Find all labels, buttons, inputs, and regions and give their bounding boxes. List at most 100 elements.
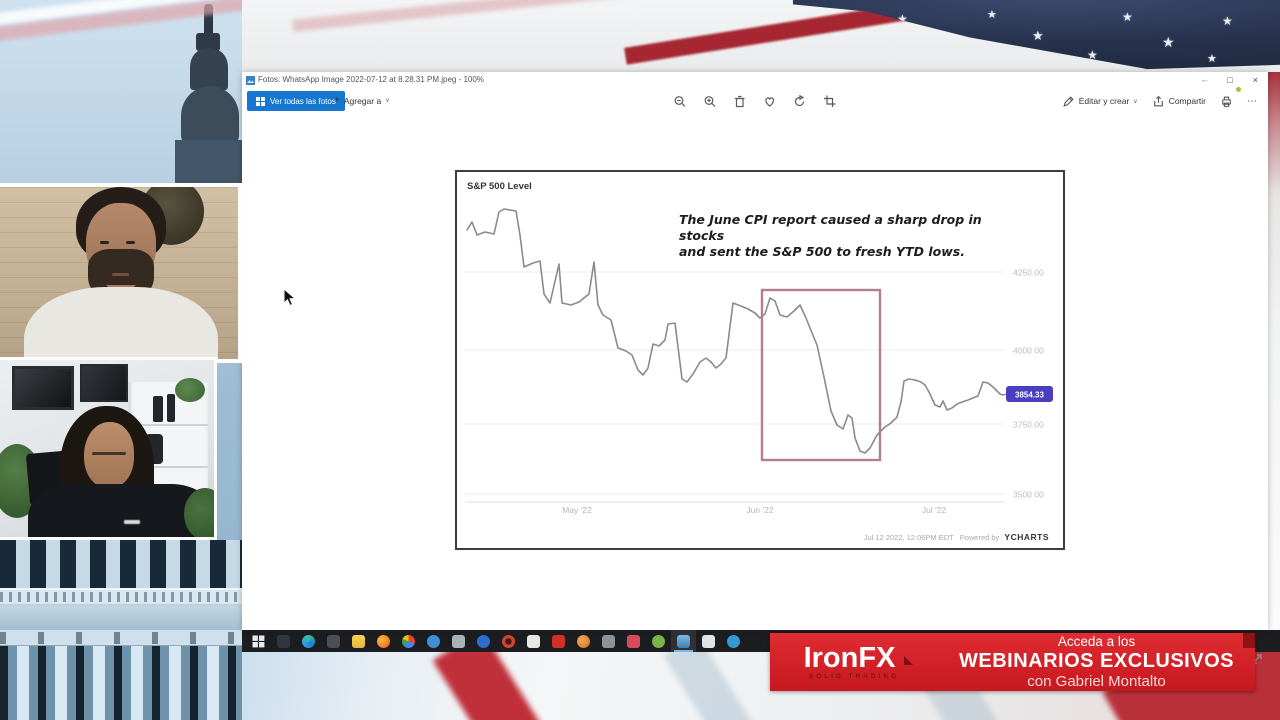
flag-top-background: ★ ★ ★ ★ ★ ★ ★ ★ ★ ★ [242, 0, 1280, 72]
taskbar-utility-app[interactable] [596, 630, 621, 652]
delete-icon[interactable] [734, 95, 747, 113]
acrobat-icon [552, 634, 565, 648]
maximize-button[interactable]: □ [1227, 75, 1233, 85]
image-tools-group [674, 95, 837, 113]
flag-star-field: ★ ★ ★ ★ ★ ★ ★ ★ ★ ★ [792, 0, 1280, 70]
skype-icon [427, 634, 440, 648]
flag-star: ★ [987, 9, 997, 21]
taskbar-telegram[interactable] [721, 630, 746, 652]
y-tick-label: 4000.00 [1013, 346, 1044, 356]
add-to-button[interactable]: + Agregar a ∨ [334, 95, 390, 106]
terminal-icon [277, 634, 290, 648]
chart-credit: Powered by [959, 533, 1000, 542]
taskbar-photos[interactable] [671, 630, 696, 652]
zoom-in-icon[interactable] [704, 95, 717, 113]
ironfx-banner: IronFX SOLID TRADING Acceda a los WEBINA… [770, 633, 1255, 691]
flag-star: ★ [1122, 10, 1133, 24]
speaker-bottom-shirt [28, 484, 214, 537]
taskbar-blue-app[interactable] [471, 630, 496, 652]
firefox-icon [377, 634, 390, 648]
annotation-line-1: The June CPI report caused a sharp drop … [679, 212, 982, 243]
speaker-bottom-face [84, 422, 134, 488]
taskbar-app-dark[interactable] [321, 630, 346, 652]
view-all-photos-label: Ver todas las fotos [270, 96, 336, 106]
pencil-icon [1063, 95, 1074, 107]
flag-star: ★ [1032, 28, 1044, 43]
capitol-windows [0, 540, 242, 588]
y-tick-label: 3750.00 [1013, 420, 1044, 430]
capitol-dome-tholos [190, 48, 228, 90]
flag-star: ★ [1162, 34, 1175, 50]
chart-timestamp: Jul 12 2022, 12:06PM EDT [863, 533, 954, 542]
picture-frame [80, 364, 128, 402]
chart-annotation: The June CPI report caused a sharp drop … [679, 212, 1009, 260]
taskbar-start[interactable] [246, 630, 271, 652]
taskbar-opera[interactable] [496, 630, 521, 652]
edit-create-button[interactable]: Editar y crear ∨ [1062, 95, 1138, 108]
taskbar-document-app[interactable] [521, 630, 546, 652]
ironfx-brand-subtitle: SOLID TRADING [808, 673, 900, 680]
taskbar-firefox[interactable] [371, 630, 396, 652]
blue-app-icon [477, 634, 490, 648]
speaker-top-shirt [24, 287, 218, 359]
ycharts-logo: YCHARTS [1004, 532, 1049, 542]
y-tick-label: 4250.00 [1013, 268, 1044, 278]
taskbar-mic-app[interactable] [446, 630, 471, 652]
last-price-label: 3854.33 [1015, 391, 1044, 400]
chart-plot-area: 4250.00 4000.00 3750.00 3500.00 May '22 Jun '… [465, 208, 1053, 515]
rotate-icon[interactable] [794, 95, 807, 113]
crop-icon[interactable] [824, 95, 837, 113]
ironfx-brand-name: IronFX [803, 642, 896, 674]
taskbar-skype[interactable] [421, 630, 446, 652]
taskbar-green-app[interactable] [646, 630, 671, 652]
x-tick-label: Jul '22 [922, 505, 947, 515]
windows-start-icon [252, 635, 265, 647]
annotation-line-2: and sent the S&P 500 to fresh YTD lows. [679, 244, 965, 259]
capitol-columns [0, 646, 242, 720]
see-more-button[interactable]: ⋯ [1247, 95, 1258, 107]
chart-footer: Jul 12 2022, 12:06PM EDT Powered by YCHA… [864, 532, 1049, 542]
taskbar-terminal[interactable] [271, 630, 296, 652]
taskbar-chrome[interactable] [396, 630, 421, 652]
capitol-entablature [0, 606, 242, 630]
close-button[interactable]: × [1252, 75, 1258, 85]
webcam-top-scene [0, 187, 238, 359]
orange-app-icon [577, 634, 590, 648]
webcam-bottom-scene [0, 360, 214, 537]
webcam-speaker-top [0, 183, 242, 363]
edit-create-label: Editar y crear [1078, 96, 1130, 106]
taskbar-orange-app[interactable] [571, 630, 596, 652]
speaker-top-mouth [112, 273, 129, 276]
document-app-icon [527, 634, 540, 648]
minimize-button[interactable]: – [1202, 75, 1208, 85]
taskbar-shield-app[interactable] [621, 630, 646, 652]
banner-line-3: con Gabriel Montalto [1027, 673, 1166, 691]
taskbar-notes-app[interactable] [696, 630, 721, 652]
webcam-speaker-bottom [0, 357, 217, 540]
chevron-down-icon: ∨ [385, 98, 390, 104]
share-button[interactable]: Compartir [1152, 95, 1206, 108]
flag-stripe-red-bottom-left [432, 652, 546, 720]
taskbar-acrobat[interactable] [546, 630, 571, 652]
capitol-dome-pedestal [196, 33, 220, 51]
speaker-top-eye [126, 241, 135, 244]
banner-line-1: Acceda a los [1057, 633, 1136, 649]
taskbar-edge[interactable] [296, 630, 321, 652]
utility-app-icon [602, 634, 615, 648]
zoom-out-icon[interactable] [674, 95, 687, 113]
chrome-icon [402, 634, 415, 648]
picture-frame [12, 366, 74, 410]
window-titlebar: Fotos: WhatsApp Image 2022-07-12 at 8.28… [242, 72, 1268, 88]
x-tick-label: Jun '22 [746, 505, 773, 515]
taskbar-file-explorer[interactable] [346, 630, 371, 652]
print-button[interactable] [1220, 95, 1233, 108]
capitol-capital-details [0, 632, 242, 644]
sp500-chart: 4250.00 4000.00 3750.00 3500.00 May '22 Jun '… [455, 170, 1065, 550]
notification-dot [1236, 87, 1241, 92]
opera-icon [502, 634, 515, 648]
flag-shadow-fold-1 [663, 652, 761, 720]
view-all-photos-button[interactable]: Ver todas las fotos [247, 91, 345, 111]
green-app-icon [652, 634, 665, 648]
chart-title: S&P 500 Level [467, 181, 532, 192]
favorite-icon[interactable] [764, 95, 777, 113]
